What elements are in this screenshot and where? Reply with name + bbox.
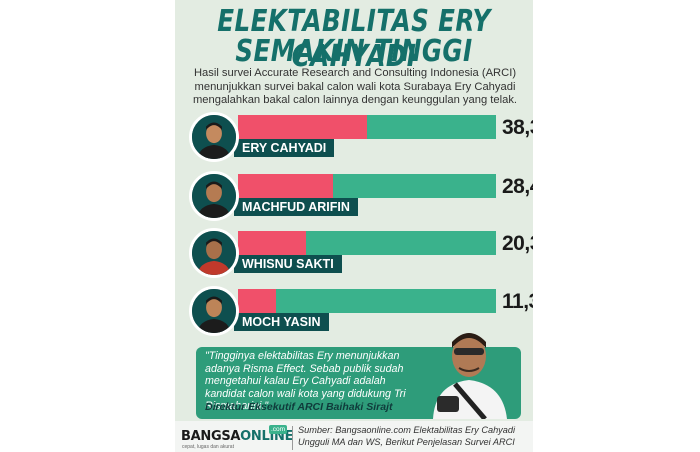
- candidate-avatar: [189, 286, 239, 336]
- logo-tagline: cepat, lugas dan akurat: [182, 444, 234, 450]
- candidate-name-tag: ERY CAHYADI: [234, 139, 335, 157]
- percentage-label: 38,39%: [502, 116, 533, 139]
- candidate-avatar: [189, 171, 239, 221]
- logo-part-1: BANGSA: [181, 429, 241, 444]
- source-text: Sumber: Bangsaonline.com Elektabilitas E…: [298, 425, 516, 447]
- candidate-name-tag: WHISNU SAKTI: [234, 255, 342, 273]
- bar-value: [238, 115, 367, 139]
- quote-author: Direktur Eksekutif ARCI Baihaki Sirajt: [205, 401, 393, 413]
- bar-value: [238, 289, 276, 313]
- footer: [175, 421, 533, 452]
- title-line-1: ELEKTABILITAS ERY CAHYADI: [217, 4, 491, 74]
- bar-track: [238, 289, 496, 313]
- footer-divider: [292, 426, 293, 450]
- infographic: ELEKTABILITAS ERY CAHYADI SEMAKIN TINGGI…: [175, 0, 533, 452]
- candidate-avatar: [189, 112, 239, 162]
- candidate-avatar: [189, 228, 239, 278]
- subtitle: Hasil survei Accurate Research and Consu…: [192, 67, 518, 107]
- percentage-label: 11,37%: [502, 290, 533, 313]
- logo-suffix: .com: [269, 425, 288, 434]
- bar-value: [238, 174, 333, 198]
- candidate-name-tag: MOCH YASIN: [234, 313, 329, 331]
- candidate-name-tag: MACHFUD ARIFIN: [234, 198, 358, 216]
- bar-value: [238, 231, 306, 255]
- title-line-2: SEMAKIN TINGGI: [235, 34, 473, 69]
- percentage-label: 28,44%: [502, 175, 533, 198]
- quote-text: "Tingginya elektabilitas Ery menunjukkan…: [205, 350, 406, 413]
- director-photo: [433, 333, 507, 419]
- percentage-label: 20,38%: [502, 232, 533, 255]
